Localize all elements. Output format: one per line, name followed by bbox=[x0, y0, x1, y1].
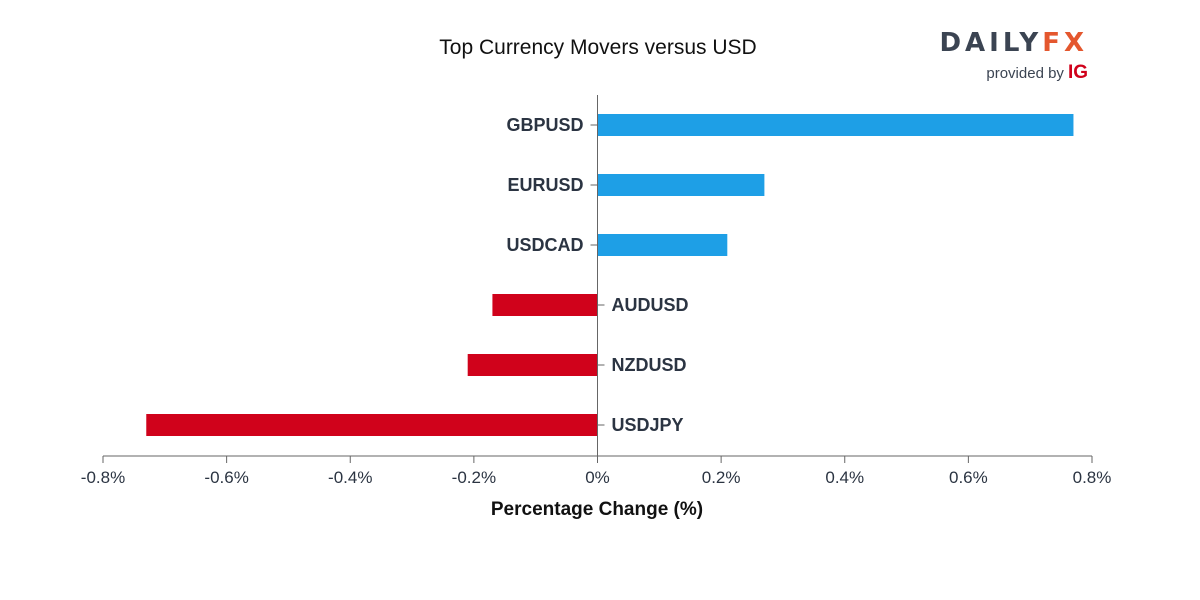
chart-title: Top Currency Movers versus USD bbox=[439, 36, 756, 59]
category-label-eurusd: EURUSD bbox=[507, 175, 583, 195]
bars-group bbox=[146, 114, 1074, 436]
axes-group: GBPUSD EURUSD USDCAD AUDUSD NZDUSD USDJPY -0.8… bbox=[81, 95, 1112, 487]
bar-gbpusd bbox=[597, 114, 1074, 136]
category-label-nzdusd: NZDUSD bbox=[612, 355, 687, 375]
bar-nzdusd bbox=[467, 354, 598, 376]
x-tick-label: 0.8% bbox=[1073, 468, 1112, 487]
bar-eurusd bbox=[597, 174, 765, 196]
category-label-usdcad: USDCAD bbox=[506, 235, 583, 255]
bar-audusd bbox=[492, 294, 598, 316]
x-tick-label: 0% bbox=[585, 468, 610, 487]
x-tick-label: -0.4% bbox=[328, 468, 372, 487]
logo-fx: FX bbox=[1042, 28, 1088, 58]
x-tick-label: 0.2% bbox=[702, 468, 741, 487]
x-tick-label: 0.6% bbox=[949, 468, 988, 487]
logo-wordmark: DAILYFX bbox=[939, 28, 1088, 58]
x-tick-label: -0.2% bbox=[452, 468, 496, 487]
category-label-gbpusd: GBPUSD bbox=[506, 115, 583, 135]
x-tick-label: -0.6% bbox=[204, 468, 248, 487]
bar-usdjpy bbox=[146, 414, 598, 436]
bar-usdcad bbox=[597, 234, 728, 256]
x-tick-label: -0.8% bbox=[81, 468, 125, 487]
ig-logo: IG bbox=[1067, 62, 1088, 83]
logo-provided-by: provided by IG bbox=[939, 62, 1088, 84]
category-label-audusd: AUDUSD bbox=[612, 295, 689, 315]
x-tick-label: 0.4% bbox=[825, 468, 864, 487]
category-label-usdjpy: USDJPY bbox=[612, 415, 684, 435]
x-axis-title: Percentage Change (%) bbox=[491, 499, 703, 520]
provided-by-text: provided by bbox=[986, 65, 1064, 82]
dailyfx-logo: DAILYFX provided by IG bbox=[939, 28, 1088, 84]
logo-daily: DAILY bbox=[939, 28, 1043, 58]
